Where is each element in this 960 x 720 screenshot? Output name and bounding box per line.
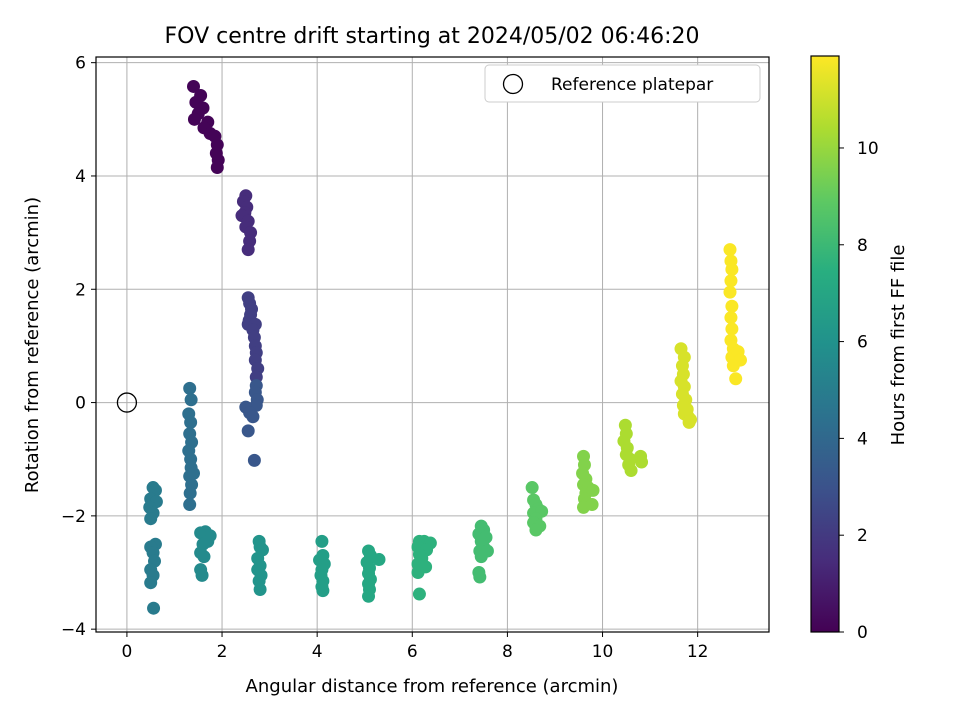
data-point (624, 464, 638, 478)
colorbar-tick-label: 8 (857, 236, 868, 256)
colorbar-tick-label: 2 (857, 526, 868, 546)
x-tick-label: 8 (502, 642, 513, 662)
data-point (183, 486, 197, 500)
data-point (187, 112, 201, 126)
data-point (246, 410, 260, 424)
data-point (187, 79, 201, 93)
x-tick-label: 2 (217, 642, 228, 662)
y-tick-label: 6 (75, 54, 86, 74)
x-tick-label: 0 (122, 642, 133, 662)
x-axis-ticks: 0 2 4 6 8 10 12 (122, 632, 709, 662)
y-axis-label: Rotation from reference (arcmin) (22, 197, 43, 493)
data-point (723, 285, 737, 299)
data-point (247, 453, 261, 467)
colorbar-frame (810, 55, 840, 633)
legend-label-reference-platepar: Reference platepar (551, 75, 713, 95)
data-point (729, 372, 743, 386)
data-point (372, 552, 386, 566)
y-tick-label: 2 (75, 280, 86, 300)
data-point (195, 568, 209, 582)
data-point (241, 243, 255, 257)
grid-lines (96, 57, 769, 632)
y-tick-label: 4 (75, 167, 86, 187)
plot-frame (95, 56, 770, 633)
y-tick-label: −2 (61, 507, 86, 527)
data-point (473, 570, 487, 584)
data-point (529, 523, 543, 537)
data-point (726, 359, 740, 373)
data-point (183, 381, 197, 395)
reference-point (116, 392, 138, 413)
data-point (725, 299, 739, 313)
data-point (725, 262, 739, 276)
y-axis-ticks: −4 −2 0 2 4 6 (61, 54, 96, 640)
x-tick-label: 6 (407, 642, 418, 662)
data-point (725, 322, 739, 336)
data-point (635, 455, 649, 469)
data-point (474, 550, 488, 564)
data-point (724, 274, 738, 288)
x-tick-label: 12 (687, 642, 709, 662)
scatter-points (143, 79, 747, 615)
data-point (241, 424, 255, 438)
reference-marker (116, 392, 138, 413)
data-point (679, 402, 693, 416)
data-point (525, 481, 539, 495)
x-axis-label: Angular distance from reference (arcmin) (246, 676, 619, 697)
data-point (183, 498, 197, 512)
data-point (197, 550, 211, 564)
data-point (585, 498, 599, 512)
data-point (210, 160, 224, 174)
data-point (362, 589, 376, 603)
data-point (724, 311, 738, 325)
data-point (411, 566, 425, 580)
colorbar-gradient (811, 56, 839, 632)
data-point (144, 576, 158, 590)
data-point (412, 587, 426, 601)
colorbar-tick-label: 0 (857, 623, 868, 643)
data-point (253, 583, 267, 597)
colorbar-label: Hours from first FF file (888, 245, 909, 446)
data-point (315, 534, 329, 548)
colorbar-ticks: 0 2 4 6 8 10 (839, 139, 879, 643)
data-point (187, 466, 201, 480)
colorbar-tick-label: 6 (857, 333, 868, 353)
y-tick-label: −4 (61, 620, 86, 640)
data-point (316, 584, 330, 598)
colorbar-tick-label: 10 (857, 139, 879, 159)
data-point (586, 483, 600, 497)
plot-area: 0 2 4 6 8 10 12 −4 −2 0 2 4 6 (61, 54, 770, 662)
colorbar: 0 2 4 6 8 10 Hours from first FF file (810, 55, 909, 643)
data-point (184, 393, 198, 407)
legend-reference-marker (502, 73, 524, 95)
data-point (144, 512, 158, 526)
x-tick-label: 4 (312, 642, 323, 662)
chart-title: FOV centre drift starting at 2024/05/02 … (165, 24, 700, 49)
data-point (184, 415, 198, 429)
x-tick-label: 10 (592, 642, 614, 662)
data-point (682, 415, 696, 429)
data-point (147, 601, 161, 615)
colorbar-tick-label: 4 (857, 429, 868, 449)
data-point (723, 243, 737, 257)
legend: Reference platepar (484, 64, 761, 103)
y-tick-label: 0 (75, 394, 86, 414)
legend-box (484, 64, 761, 103)
